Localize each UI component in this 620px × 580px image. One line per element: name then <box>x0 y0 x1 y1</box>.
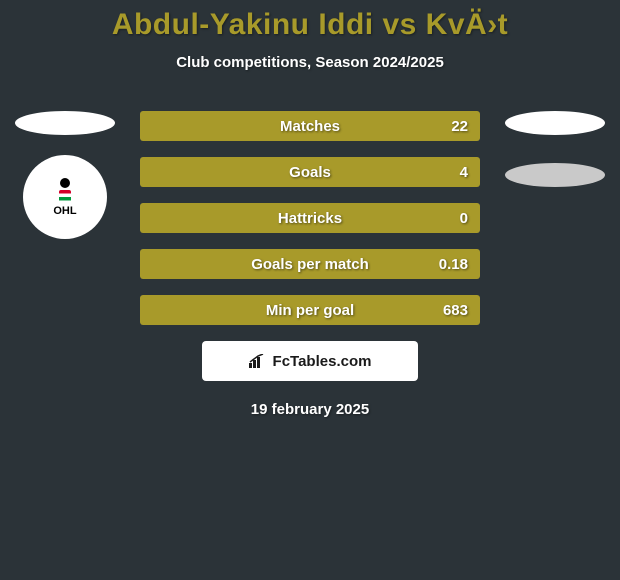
stat-value: 0 <box>460 210 468 227</box>
stat-bar: Goals4 <box>140 157 480 187</box>
chart-area: OHL Matches22 Goals4 Hattricks0 Goals per m… <box>0 111 620 329</box>
stat-value: 683 <box>443 302 468 319</box>
season-subtitle: Club competitions, Season 2024/2025 <box>0 54 620 71</box>
stat-label: Matches <box>140 118 480 135</box>
stat-bar: Hattricks0 <box>140 203 480 233</box>
comparison-title: Abdul-Yakinu Iddi vs KvÄ›t <box>0 0 620 42</box>
infographic-container: Abdul-Yakinu Iddi vs KvÄ›t Club competit… <box>0 0 620 580</box>
right-column <box>500 111 610 187</box>
stat-label: Hattricks <box>140 210 480 227</box>
left-club-logo: OHL <box>23 155 107 239</box>
footer-date: 19 february 2025 <box>0 401 620 418</box>
stat-value: 0.18 <box>439 256 468 273</box>
stat-value: 4 <box>460 164 468 181</box>
ball-icon <box>60 178 70 188</box>
branding-text: FcTables.com <box>273 353 372 370</box>
logo-stripes <box>59 190 70 204</box>
branding-badge: FcTables.com <box>202 341 418 381</box>
stat-label: Goals <box>140 164 480 181</box>
club-logo-content: OHL <box>53 178 76 217</box>
stat-bar: Min per goal683 <box>140 295 480 325</box>
stat-bars: Matches22 Goals4 Hattricks0 Goals per match… <box>140 111 480 341</box>
stat-label: Min per goal <box>140 302 480 319</box>
left-player-oval <box>15 111 115 135</box>
left-column: OHL <box>10 111 120 239</box>
right-player-oval-1 <box>505 111 605 135</box>
stat-label: Goals per match <box>140 256 480 273</box>
stat-bar: Matches22 <box>140 111 480 141</box>
club-abbrev: OHL <box>53 205 76 217</box>
stat-bar: Goals per match0.18 <box>140 249 480 279</box>
right-player-oval-2 <box>505 163 605 187</box>
chart-icon <box>249 354 267 368</box>
stat-value: 22 <box>451 118 468 135</box>
